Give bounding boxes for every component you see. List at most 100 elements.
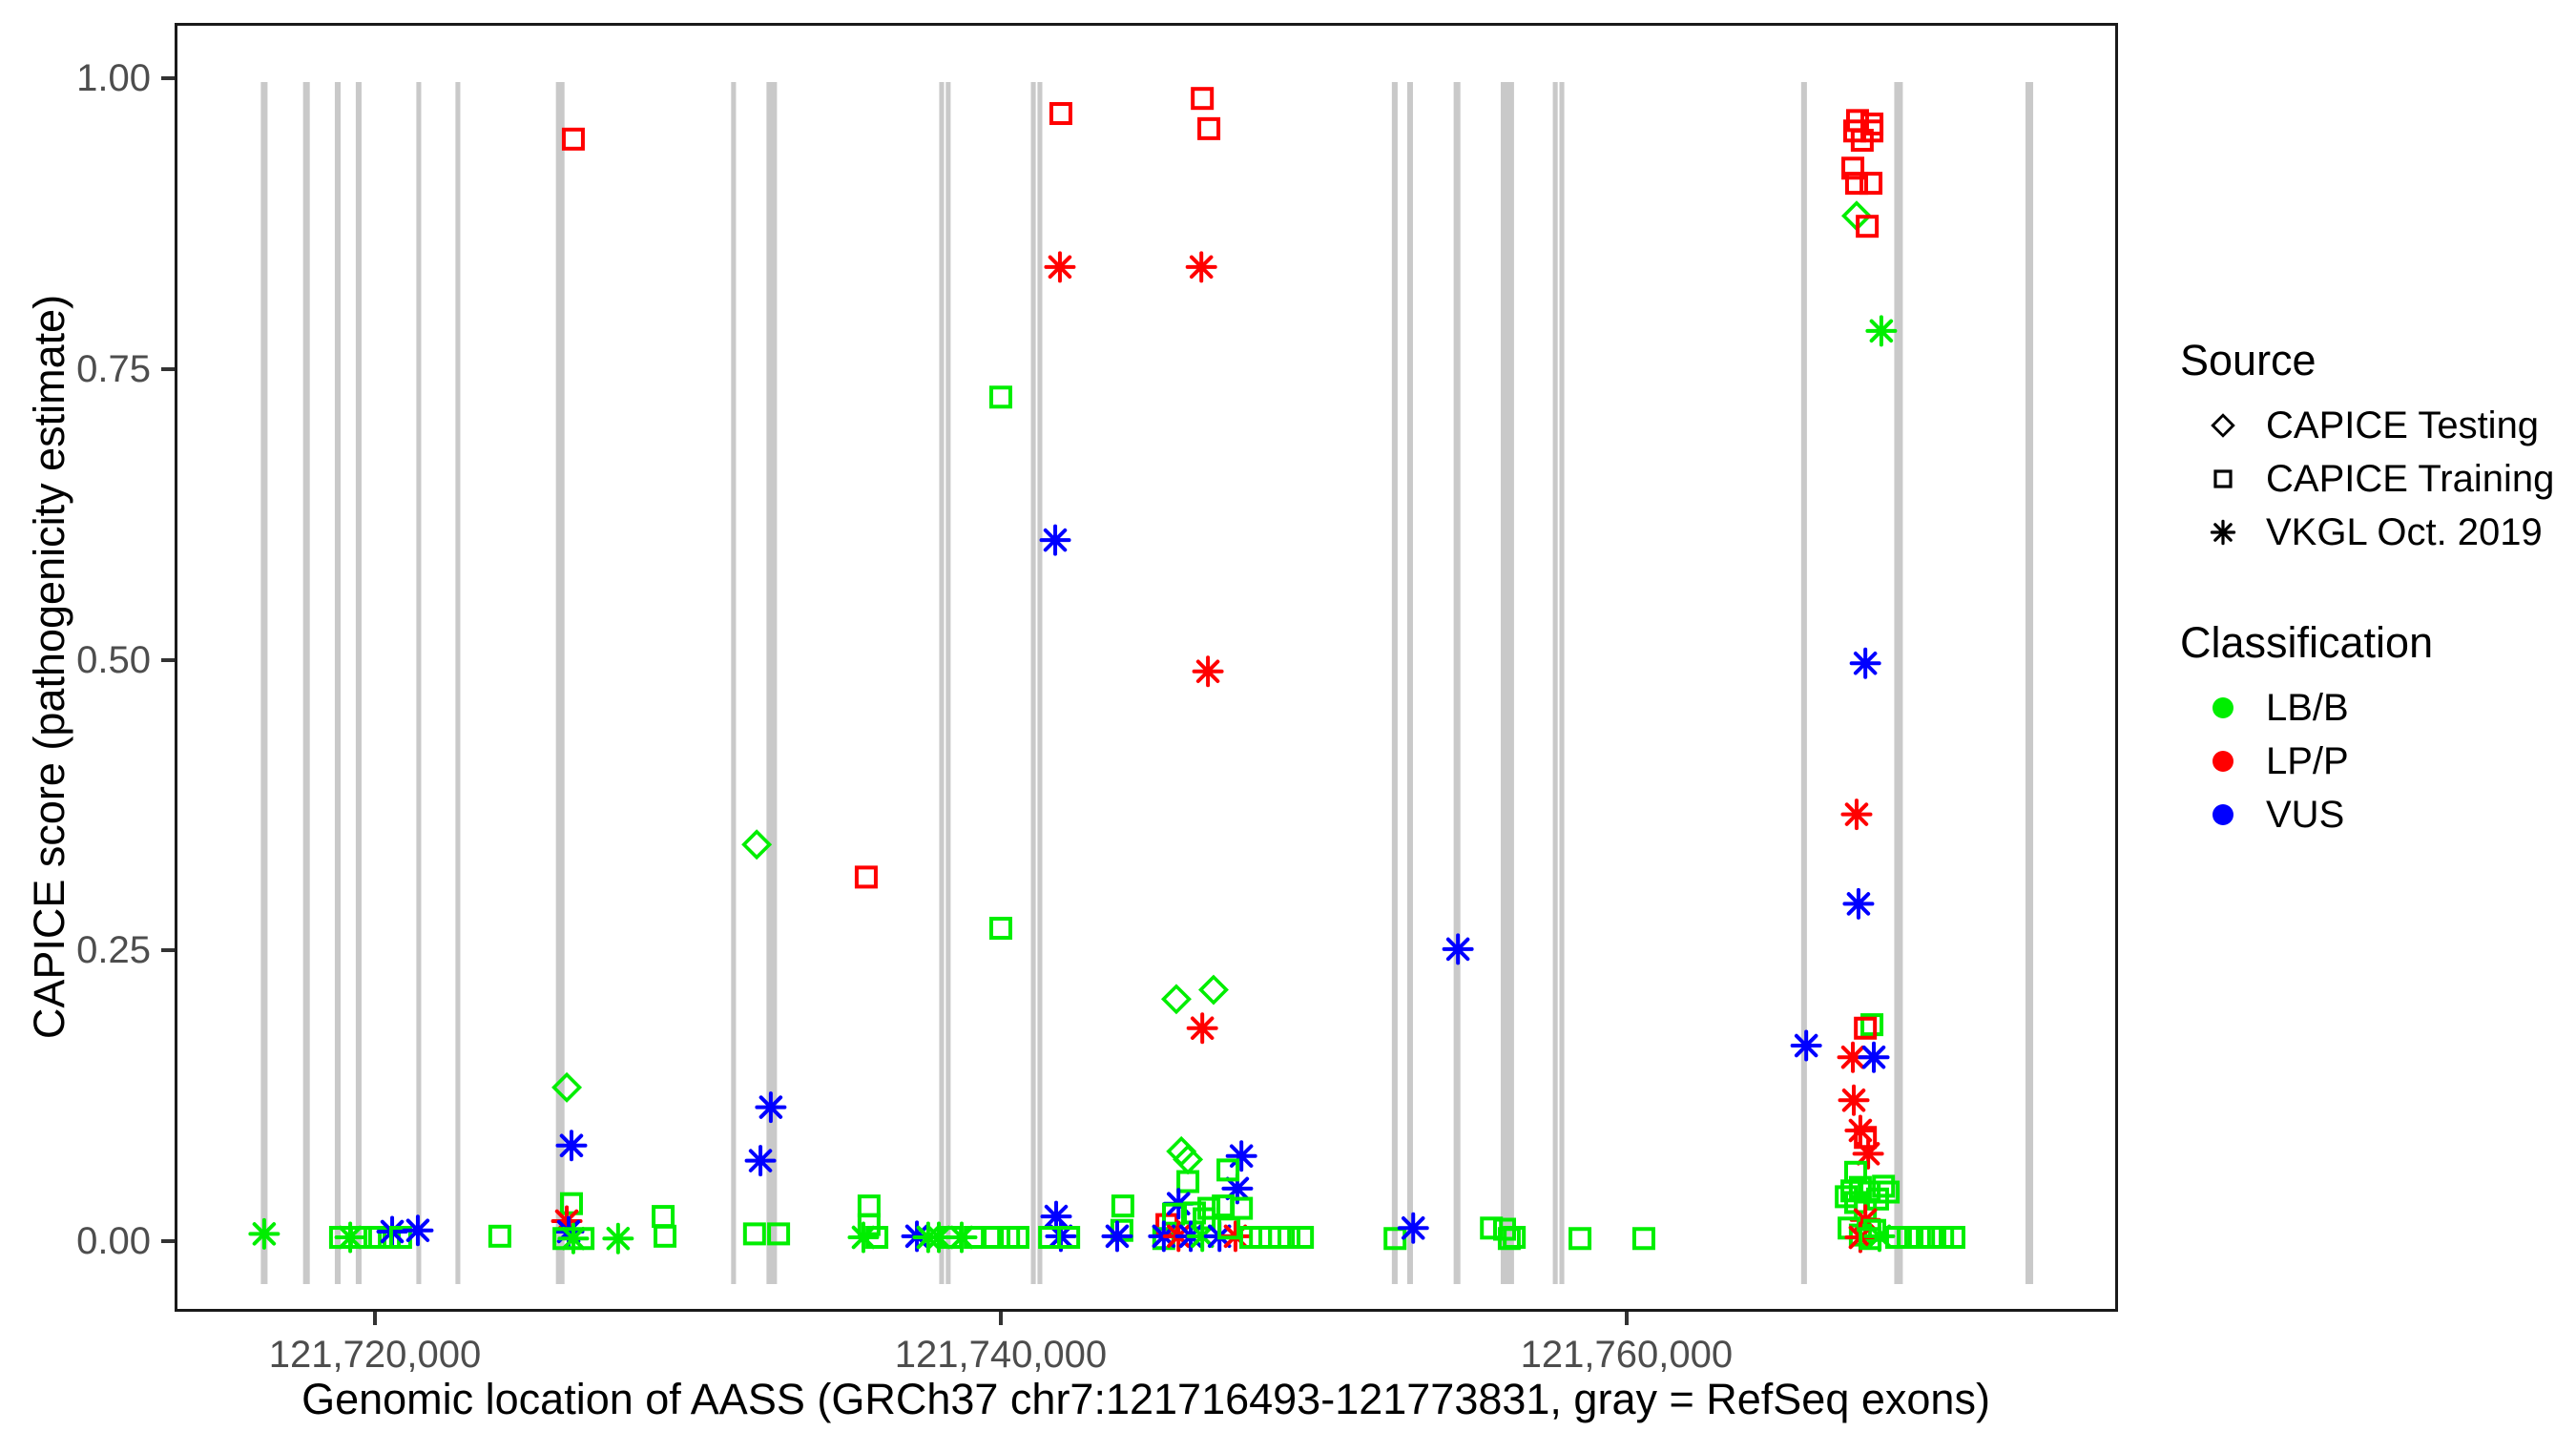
- legend-classification-group: Classification LB/B LP/P VUS: [2180, 618, 2571, 841]
- data-point-asterisk: [248, 1217, 280, 1250]
- data-point-asterisk: [1040, 1200, 1072, 1233]
- refseq-exon-bar: [2025, 82, 2034, 1284]
- data-point-square: [561, 127, 585, 151]
- legend-source-group: Source CAPICE Testing CAPICE Training VKGL…: [2180, 336, 2571, 559]
- y-tick-mark: [161, 1238, 175, 1243]
- diamond-icon: [2180, 399, 2266, 452]
- y-tick-mark: [161, 367, 175, 372]
- legend-dot: [2212, 804, 2233, 825]
- x-tick-label: 121,740,000: [894, 1334, 1108, 1376]
- legend-item-label: CAPICE Training: [2266, 457, 2555, 500]
- data-point-square: [742, 1222, 766, 1246]
- data-point-square: [1856, 215, 1880, 238]
- plot-panel: [175, 23, 2118, 1312]
- y-tick-label: 0.00: [76, 1219, 151, 1262]
- refseq-exon-bar: [1453, 82, 1461, 1284]
- data-point-square: [1872, 1174, 1896, 1198]
- data-point-asterisk: [1186, 1012, 1218, 1045]
- data-point-square: [981, 1226, 1005, 1250]
- data-point-asterisk: [1192, 655, 1224, 688]
- data-point-square: [1860, 1013, 1884, 1037]
- data-point-asterisk: [1844, 1114, 1877, 1147]
- data-point-square: [1859, 172, 1883, 196]
- refseq-exon-bar: [1391, 82, 1398, 1284]
- dot-icon: [2180, 681, 2266, 735]
- data-point-square: [1176, 1170, 1200, 1193]
- refseq-exon-bar: [1030, 82, 1036, 1284]
- data-point-asterisk: [1865, 315, 1898, 347]
- y-tick-mark: [161, 948, 175, 953]
- legend-item-label: LB/B: [2266, 686, 2349, 729]
- data-point-diamond: [1160, 984, 1192, 1015]
- x-tick-label: 121,760,000: [1520, 1334, 1734, 1376]
- x-tick-mark: [1624, 1312, 1629, 1325]
- data-point-square: [1291, 1226, 1315, 1250]
- refseq-exon-bar: [260, 82, 268, 1284]
- refseq-exon-bar: [766, 82, 778, 1284]
- data-point-diamond: [1840, 200, 1872, 232]
- asterisk-icon: [2180, 506, 2266, 559]
- data-point-asterisk: [1221, 1172, 1254, 1205]
- data-point-asterisk: [1442, 933, 1474, 965]
- data-point-asterisk: [847, 1221, 880, 1254]
- legend-item-lp-p: LP/P: [2180, 735, 2571, 788]
- data-point-square: [1217, 1216, 1241, 1240]
- data-point-square: [1057, 1226, 1081, 1250]
- data-point-asterisk: [1837, 1041, 1869, 1073]
- refseq-exon-bar: [355, 82, 362, 1284]
- legend: Source CAPICE Testing CAPICE Training VKGL…: [2180, 336, 2571, 901]
- refseq-exon-bar: [302, 82, 310, 1284]
- data-point-square: [988, 385, 1012, 409]
- y-tick-label: 0.25: [76, 929, 151, 972]
- data-point-asterisk: [1838, 1084, 1870, 1116]
- data-point-asterisk: [744, 1145, 777, 1177]
- x-axis-title: Genomic location of AASS (GRCh37 chr7:12…: [301, 1375, 1990, 1423]
- data-point-square: [348, 1226, 372, 1250]
- data-point-square: [1111, 1194, 1134, 1218]
- data-point-square: [1920, 1226, 1943, 1250]
- dot-icon: [2180, 788, 2266, 841]
- legend-dot: [2212, 697, 2233, 718]
- y-tick-mark: [161, 657, 175, 662]
- legend-item-label: CAPICE Testing: [2266, 404, 2540, 446]
- data-point-square: [1854, 1126, 1878, 1150]
- data-point-square: [1942, 1226, 1965, 1250]
- refseq-exon-bar: [334, 82, 342, 1284]
- data-point-asterisk: [1101, 1220, 1133, 1253]
- data-point-asterisk: [1842, 887, 1875, 920]
- data-point-square: [1877, 1180, 1901, 1204]
- data-point-asterisk: [1849, 647, 1881, 679]
- refseq-exon-bar: [1406, 82, 1413, 1284]
- data-point-asterisk: [1790, 1029, 1822, 1062]
- data-point-square: [988, 916, 1012, 940]
- legend-item-capice-testing: CAPICE Testing: [2180, 399, 2571, 452]
- data-point-square: [1859, 1227, 1882, 1251]
- data-point-square: [2213, 469, 2233, 488]
- data-point-asterisk: [602, 1222, 634, 1255]
- x-tick-mark: [998, 1312, 1003, 1325]
- legend-item-lb-b: LB/B: [2180, 681, 2571, 735]
- square-icon: [2180, 452, 2266, 506]
- data-point-square: [865, 1226, 889, 1250]
- data-point-square: [767, 1222, 791, 1246]
- data-point-square: [1850, 129, 1874, 153]
- data-point-square: [1197, 116, 1221, 140]
- data-point-asterisk: [1840, 798, 1873, 831]
- data-point-asterisk: [1186, 1220, 1218, 1253]
- refseq-exon-bar: [555, 82, 565, 1284]
- data-point-square: [857, 1194, 881, 1218]
- refseq-exon-bar: [945, 82, 951, 1284]
- refseq-exon-bar: [455, 82, 461, 1284]
- data-point-square: [1230, 1196, 1254, 1220]
- data-point-square: [654, 1224, 677, 1248]
- legend-item-vkgl-oct-2019: VKGL Oct. 2019: [2180, 506, 2571, 559]
- data-point-asterisk: [1039, 524, 1071, 556]
- dot-icon: [2180, 735, 2266, 788]
- data-point-square: [1278, 1226, 1301, 1250]
- y-tick-label: 1.00: [76, 57, 151, 100]
- data-point-asterisk: [1858, 1041, 1890, 1073]
- legend-classification-items: LB/B LP/P VUS: [2180, 681, 2571, 841]
- data-point-square: [1841, 156, 1865, 180]
- refseq-exon-bar: [1552, 82, 1558, 1284]
